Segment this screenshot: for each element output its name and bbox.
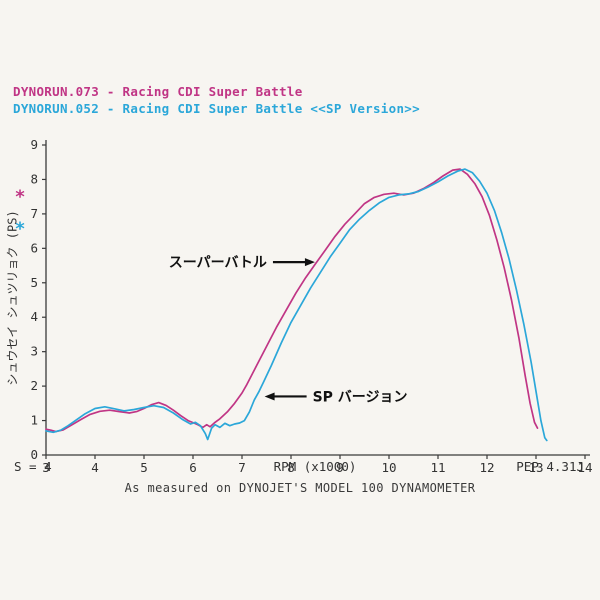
y-tick-label: 8 [30,171,38,186]
annotation-label: スーパーバトル [169,255,267,271]
x-tick-label: 13 [528,460,543,475]
y-tick-label: 3 [30,344,38,359]
y-tick-label: 4 [30,309,38,324]
y-tick-label: 0 [30,447,38,462]
legend-marker-run1: * [15,187,26,208]
y-tick-label: 7 [30,206,38,221]
x-tick-label: 7 [238,460,246,475]
x-tick-label: 3 [42,460,50,475]
x-tick-label: 11 [430,460,445,475]
annotation-arrow-head [304,258,315,267]
x-tick-label: 6 [189,460,197,475]
y-tick-label: 5 [30,275,38,290]
x-tick-label: 10 [381,460,396,475]
run2-title: DYNORUN.052 - Racing CDI Super Battle <<… [13,101,420,116]
y-tick-label: 9 [30,137,38,152]
x-tick-label: 4 [91,460,99,475]
y-tick-label: 2 [30,378,38,393]
y-tick-label: 1 [30,413,38,428]
x-tick-label: 9 [336,460,344,475]
x-tick-label: 8 [287,460,295,475]
series-line-run1 [45,168,539,433]
x-tick-label: 14 [577,460,592,475]
dyno-caption: As measured on DYNOJET'S MODEL 100 DYNAM… [124,481,476,495]
x-axis-label: RPM (x1000) [273,459,357,474]
legend-marker-run2: * [15,218,26,239]
y-tick-label: 6 [30,240,38,255]
smoothing-value: S = 4 [14,459,52,474]
software-version: PEP 4.31J [516,459,584,474]
x-tick-label: 5 [140,460,148,475]
annotation-label: SP バージョン [313,389,408,405]
series-line-run2 [45,168,548,442]
run1-title: DYNORUN.073 - Racing CDI Super Battle [13,84,303,99]
annotation-arrow-head [264,392,275,401]
x-tick-label: 12 [479,460,494,475]
